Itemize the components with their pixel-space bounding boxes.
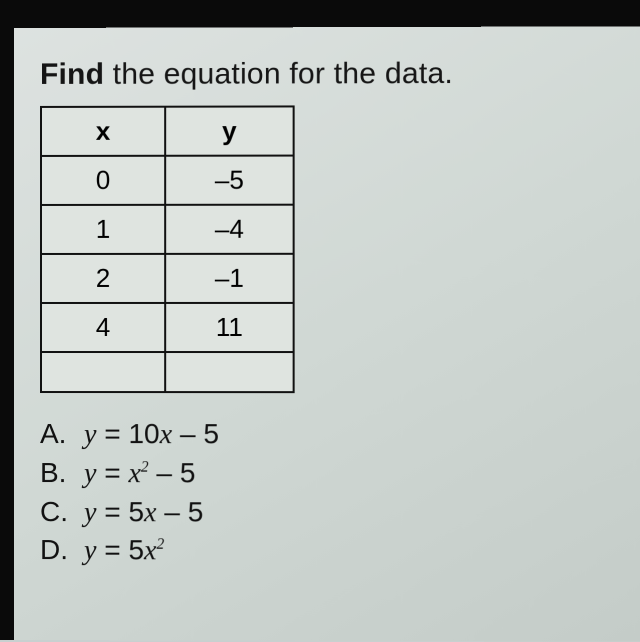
table-row: 1 –4 <box>41 205 294 254</box>
table-row-empty <box>41 352 294 392</box>
answer-equation: y = 5x – 5 <box>84 493 203 532</box>
question-page: Find the equation for the data. x y 0 –5… <box>14 26 640 641</box>
cell-y: 11 <box>165 303 293 352</box>
answer-choices: A. y = 10x – 5 B. y = x2 – 5 C. y = 5x –… <box>40 415 617 571</box>
cell-x: 2 <box>41 254 165 303</box>
cell-y: –4 <box>165 205 293 254</box>
answer-a[interactable]: A. y = 10x – 5 <box>40 415 617 454</box>
table-row: 0 –5 <box>41 156 294 205</box>
monitor-bezel-left <box>0 0 14 640</box>
cell-y: –1 <box>165 254 293 303</box>
cell-x: 0 <box>41 156 165 205</box>
header-x: x <box>41 107 165 156</box>
data-table: x y 0 –5 1 –4 2 –1 4 11 <box>40 105 295 393</box>
answer-letter: B. <box>40 454 84 492</box>
monitor-bezel-top <box>0 0 640 28</box>
cell-x: 1 <box>41 205 165 254</box>
prompt-rest: the equation for the data. <box>104 57 453 91</box>
header-y: y <box>165 106 293 155</box>
answer-equation: y = 5x2 <box>84 532 164 571</box>
answer-d[interactable]: D. y = 5x2 <box>40 531 617 571</box>
answer-c[interactable]: C. y = 5x – 5 <box>40 493 617 533</box>
cell-empty <box>165 352 293 392</box>
table-header-row: x y <box>41 106 294 156</box>
prompt-bold: Find <box>40 58 104 91</box>
answer-equation: y = x2 – 5 <box>84 454 195 493</box>
answer-equation: y = 10x – 5 <box>84 415 219 454</box>
question-prompt: Find the equation for the data. <box>40 57 617 92</box>
cell-empty <box>41 352 165 392</box>
answer-letter: D. <box>40 531 84 569</box>
answer-letter: C. <box>40 493 84 531</box>
cell-x: 4 <box>41 303 165 352</box>
table-row: 2 –1 <box>41 254 294 303</box>
answer-b[interactable]: B. y = x2 – 5 <box>40 454 617 494</box>
answer-letter: A. <box>40 415 84 453</box>
cell-y: –5 <box>165 156 293 205</box>
table-row: 4 11 <box>41 303 294 352</box>
